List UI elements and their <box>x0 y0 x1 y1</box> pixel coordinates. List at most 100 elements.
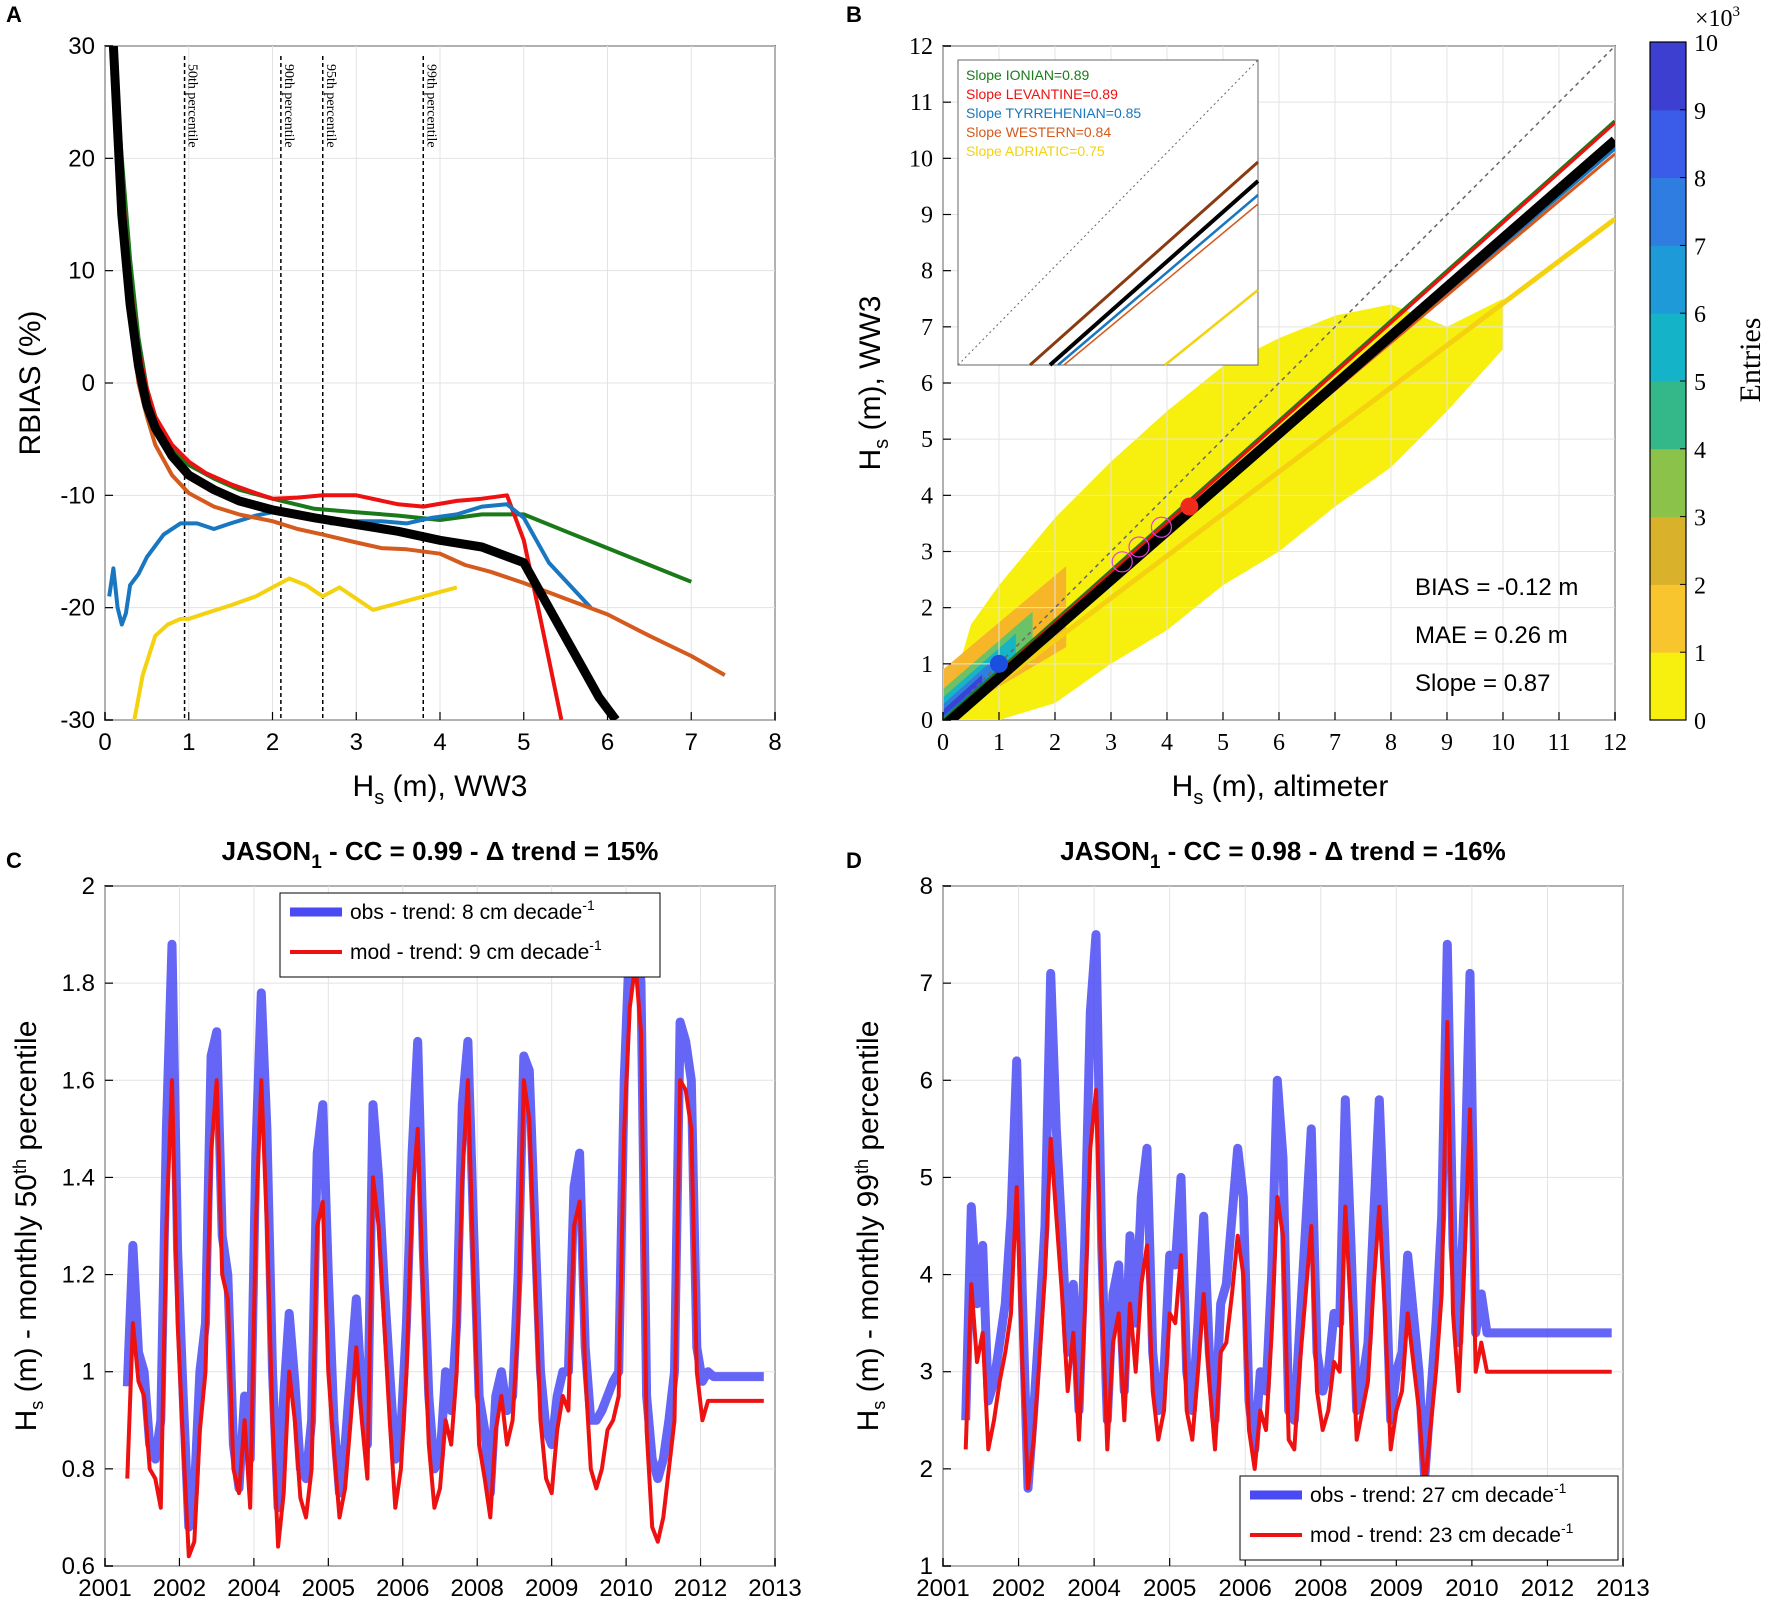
panel-a-ytick-label: 30 <box>68 33 95 60</box>
panel-d-xtick-label: 2012 <box>1521 1575 1574 1602</box>
qq-marker <box>1150 516 1173 538</box>
panel-c-ytick-label: 0.6 <box>62 1553 95 1580</box>
panel-b-stat-mae: MAE = 0.26 m <box>1415 622 1568 649</box>
panel-a-xtick-label: 0 <box>98 729 111 756</box>
colorbar-tick-label: 2 <box>1694 573 1706 599</box>
panel-b-colorbar: 0 1 2 3 4 5 6 7 8 9 10 <box>1649 31 1718 735</box>
panel-a-ytick-label: 10 <box>68 258 95 285</box>
legend-entry: mod - trend: 23 cm decade-1 <box>1310 1520 1574 1547</box>
panel-d-ylabel-sup: th <box>852 1159 872 1174</box>
panel-c-ytick-label: 2 <box>82 873 95 900</box>
panel-c-xtick-label: 2008 <box>451 1575 504 1602</box>
inset-legend-entry: Slope IONIAN=0.89 <box>966 67 1090 83</box>
legend-entry-text: obs - trend: 8 cm decade <box>350 901 582 924</box>
panel-d-series-mod <box>963 1020 1612 1491</box>
panel-c-ylabel-sub: s <box>27 1401 47 1410</box>
panel-b-ytick-label: 8 <box>921 259 933 285</box>
panel-d-xtick-label: 2009 <box>1370 1575 1423 1602</box>
panel-b-xtick-label: 0 <box>937 730 949 756</box>
panel-c-xtick-label: 2006 <box>376 1575 429 1602</box>
panel-b-xtick-label: 5 <box>1217 730 1229 756</box>
percentile-marker <box>990 654 1008 673</box>
colorbar-segment <box>1650 245 1686 314</box>
panel-c-xtick-label: 2009 <box>525 1575 578 1602</box>
percentile-label: 50th percentile <box>185 64 200 148</box>
panel-b-inset-line-black <box>1048 179 1260 367</box>
panel-b-xlabel-sub: s <box>1193 787 1203 809</box>
panel-a-ytick-label: 20 <box>68 145 95 172</box>
panel-b-ytick-label: 12 <box>909 34 933 60</box>
panel-a-series-tyrrhenian <box>107 502 593 627</box>
inset-legend-entry: Slope WESTERN=0.84 <box>966 124 1111 140</box>
panel-label-b: B <box>846 2 862 27</box>
fit-line-all <box>943 136 1615 720</box>
colorbar-segment <box>1650 313 1686 382</box>
one-to-one-line <box>942 45 1616 721</box>
panel-c-ytick-label: 1.2 <box>62 1262 95 1289</box>
panel-b-xlabel: Hs (m), altimeter <box>1172 770 1389 809</box>
panel-b-ylabel-rest: (m), WW3 <box>854 296 887 439</box>
colorbar-tick-label: 9 <box>1694 99 1706 125</box>
panel-a-xtick-label: 1 <box>182 729 195 756</box>
panel-d-ylabel-rest: percentile <box>852 1021 885 1159</box>
panel-b-xtick-label: 9 <box>1441 730 1453 756</box>
panel-a-xlabel-rest: (m), WW3 <box>384 770 527 803</box>
panel-a-xtick-label: 5 <box>517 729 530 756</box>
panel-b-inset-diagonal <box>957 59 1259 366</box>
panel-b-xtick-label: 7 <box>1329 730 1341 756</box>
panel-b-ylabel-main: H <box>854 449 887 471</box>
colorbar-tick-label: 1 <box>1694 641 1706 667</box>
panel-a-xlabel-main: H <box>353 770 375 803</box>
panel-a-ytick-label: -10 <box>60 482 95 509</box>
legend-entry-sup: -1 <box>582 897 595 913</box>
colorbar-segment <box>1650 652 1686 721</box>
panel-b-ytick-label: 9 <box>921 203 933 229</box>
panel-b-colorbar-exponent: ×103 <box>1695 4 1740 32</box>
panel-b-xlabel-rest: (m), altimeter <box>1203 770 1388 803</box>
colorbar-tick-label: 8 <box>1694 167 1706 193</box>
panel-a-ytick-label: 0 <box>82 370 95 397</box>
panel-d-ticks: 2001 2002 2004 2005 2006 2008 2009 2010 2012 2013… <box>916 873 1649 1602</box>
panel-a-percentile-lines: 50th percentile 90th percentile 95th perce… <box>183 56 438 720</box>
panel-d-xtick-label: 2001 <box>916 1575 969 1602</box>
panel-c-ylabel-rest: percentile <box>10 1021 43 1159</box>
panel-c-ylabel-sup: th <box>10 1159 30 1174</box>
panel-a-series-adriatic <box>132 576 458 720</box>
panel-d-xtick-label: 2006 <box>1219 1575 1272 1602</box>
panel-d-ylabel-main: H <box>852 1410 885 1432</box>
colorbar-tick-label: 4 <box>1694 438 1706 464</box>
percentile-label: 90th percentile <box>281 64 296 148</box>
panel-b-ytick-label: 11 <box>910 90 933 116</box>
panel-a-xlabel-sub: s <box>374 787 384 809</box>
panel-d-ytick-label: 5 <box>920 1164 933 1191</box>
panel-b-ytick-label: 5 <box>921 427 933 453</box>
panel-b-xtick-label: 10 <box>1491 730 1515 756</box>
panel-c-ticks: 2001 2002 2004 2005 2006 2008 2009 2010 2012 2013… <box>62 873 802 1602</box>
colorbar-tick-label: 3 <box>1694 506 1706 532</box>
percentile-label: 99th percentile <box>423 64 438 148</box>
panel-a-xlabel: Hs (m), WW3 <box>353 770 528 809</box>
percentile-marker <box>1180 497 1199 516</box>
panel-d-series <box>961 930 1612 1493</box>
panel-c-ytick-label: 1.6 <box>62 1067 95 1094</box>
panel-b-fit-lines <box>942 45 1616 722</box>
panel-c-title-sub: 1 <box>311 852 322 873</box>
panel-b-inset-legend: Slope IONIAN=0.89 Slope LEVANTINE=0.89 Slo… <box>966 67 1141 159</box>
panel-b-ytick-label: 6 <box>921 371 933 397</box>
panel-c-ylabel-main: H <box>10 1410 43 1432</box>
legend-box <box>279 892 661 978</box>
panel-a-series-all <box>108 46 620 720</box>
panel-c-ytick-label: 0.8 <box>62 1456 95 1483</box>
legend-entry: mod - trend: 9 cm decade-1 <box>350 937 602 964</box>
panel-d-ytick-label: 7 <box>920 970 933 997</box>
panel-d-xtick-label: 2002 <box>992 1575 1045 1602</box>
panel-b-colorbar-exponent-power: 3 <box>1733 4 1741 20</box>
panel-b-xtick-label: 8 <box>1385 730 1397 756</box>
panel-b-markers <box>990 497 1199 673</box>
panel-d-ylabel: Hs (m) - monthly 99th percentile <box>852 1021 889 1432</box>
panel-b-xlabel-main: H <box>1172 770 1194 803</box>
panel-a-xtick-label: 4 <box>433 729 446 756</box>
